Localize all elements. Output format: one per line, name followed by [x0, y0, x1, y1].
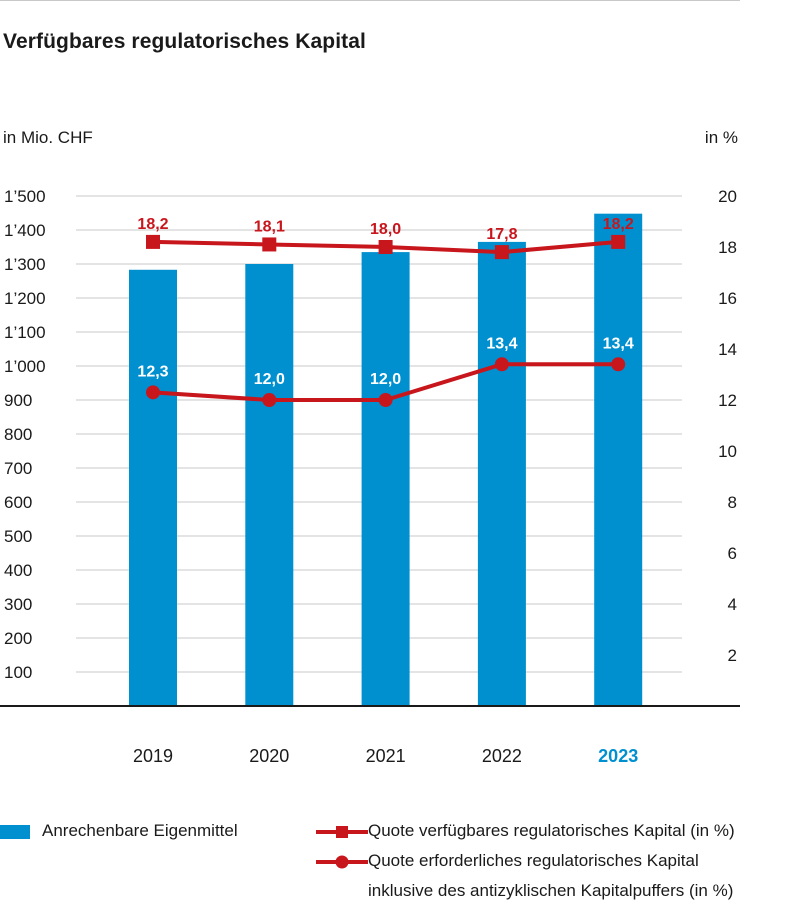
line-point-circle [262, 393, 277, 407]
legend-circle-line-swatch [316, 855, 368, 869]
right-tick-label: 8 [728, 493, 737, 512]
left-tick-label: 200 [4, 629, 32, 648]
data-label-erforderlich: 13,4 [486, 335, 517, 352]
left-tick-label: 400 [4, 561, 32, 580]
legend-bar-swatch [0, 825, 30, 839]
left-tick-label: 700 [4, 459, 32, 478]
left-tick-label: 1’300 [4, 255, 46, 274]
x-tick-label: 2021 [366, 746, 406, 766]
legend-square-line-swatch [316, 826, 368, 838]
bar [245, 264, 294, 706]
right-tick-label: 18 [718, 238, 737, 257]
right-tick-label: 4 [728, 595, 737, 614]
data-label-verfuegbar: 18,1 [254, 218, 285, 235]
chart-plot: 100 200 300 400 500 600 700 800 900 1’000 1’100 1’2… [0, 187, 740, 766]
left-tick-label: 900 [4, 391, 32, 410]
right-tick-label: 10 [718, 442, 737, 461]
data-label-verfuegbar: 18,2 [137, 216, 168, 233]
data-label-erforderlich: 12,0 [370, 371, 401, 388]
data-label-erforderlich: 13,4 [603, 335, 634, 352]
left-tick-label: 1’100 [4, 323, 46, 342]
x-tick-label: 2022 [482, 746, 522, 766]
data-label-erforderlich: 12,3 [137, 363, 168, 380]
data-label-verfuegbar: 18,2 [603, 216, 634, 233]
chart-title: Verfügbares regulatorisches Kapital [3, 30, 366, 53]
bar [477, 241, 526, 706]
left-tick-label: 500 [4, 527, 32, 546]
bar [594, 213, 643, 706]
left-axis-unit: in Mio. CHF [3, 128, 93, 147]
left-tick-label: 1’500 [4, 187, 46, 206]
left-tick-label: 600 [4, 493, 32, 512]
line-point-square [146, 234, 160, 249]
left-tick-label: 1’200 [4, 289, 46, 308]
line-point-square [494, 245, 509, 260]
line-point-square [378, 240, 393, 254]
left-tick-label: 1’000 [4, 357, 46, 376]
right-tick-label: 2 [728, 646, 737, 665]
line-point-circle [494, 357, 509, 372]
right-tick-label: 20 [718, 187, 737, 206]
bar [129, 269, 177, 706]
bar [361, 252, 410, 706]
line-point-circle [146, 385, 160, 400]
left-tick-label: 800 [4, 425, 32, 444]
top-rule [0, 0, 740, 1]
right-axis-unit: in % [704, 128, 738, 147]
right-tick-label: 12 [718, 391, 737, 410]
x-tick-label: 2020 [249, 746, 289, 766]
legend-bar-label: Anrechenbare Eigenmittel [42, 821, 238, 840]
x-tick-label: 2019 [133, 746, 173, 766]
legend-circle-line-label-1: Quote erforderliches regulatorisches Kap… [368, 851, 699, 870]
line-point-square [262, 237, 277, 252]
left-tick-label: 100 [4, 663, 32, 682]
line-point-circle [611, 357, 626, 372]
left-tick-label: 300 [4, 595, 32, 614]
data-label-verfuegbar: 17,8 [486, 226, 517, 243]
right-tick-label: 6 [728, 544, 737, 563]
right-tick-label: 14 [718, 340, 737, 359]
line-point-square [611, 234, 626, 249]
line-point-circle [378, 393, 393, 407]
left-tick-label: 1’400 [4, 221, 46, 240]
legend-square-line-label: Quote verfügbares regulatorisches Kapita… [368, 821, 735, 840]
legend-circle-line-label-2: inklusive des antizyklischen Kapitalpuff… [368, 881, 734, 900]
x-tick-label: 2023 [598, 746, 638, 766]
data-label-erforderlich: 12,0 [254, 371, 285, 388]
data-label-verfuegbar: 18,0 [370, 221, 401, 238]
right-tick-label: 16 [718, 289, 737, 308]
